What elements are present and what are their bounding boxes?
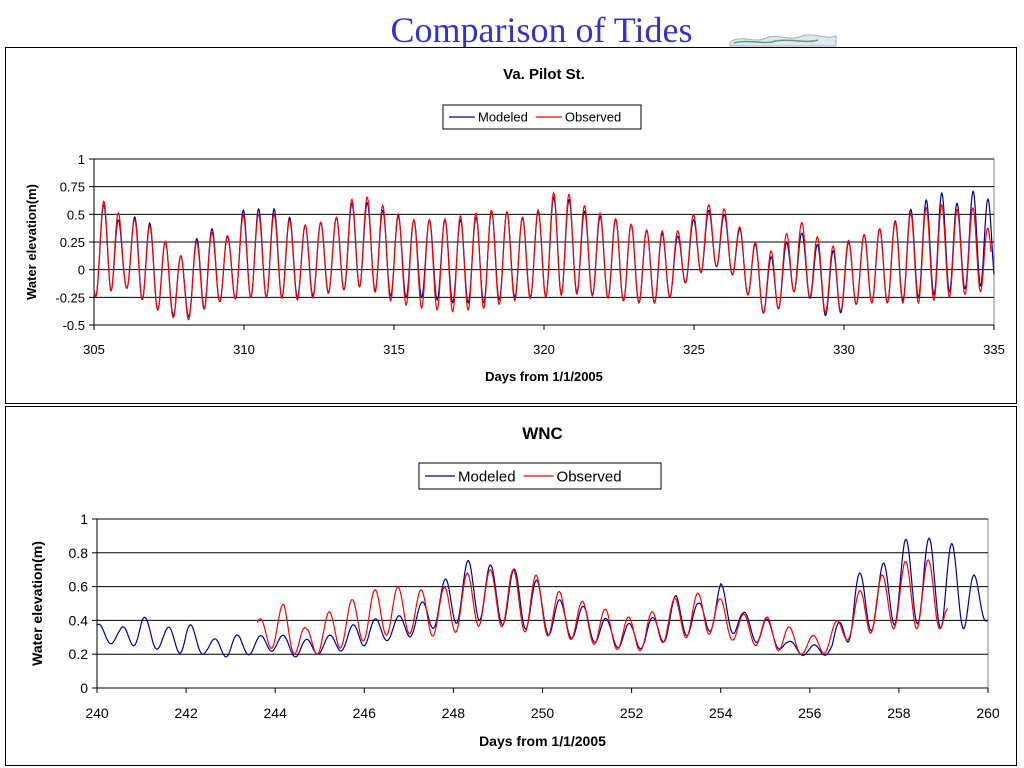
legend-label-observed: Observed <box>557 468 622 485</box>
x-tick-label: 240 <box>85 705 109 721</box>
x-tick-label: 320 <box>533 342 555 357</box>
y-tick-label: 1 <box>78 152 85 167</box>
slide-title: Comparison of Tides <box>390 10 693 50</box>
x-tick-label: 310 <box>233 342 255 357</box>
y-tick-label: -0.25 <box>55 290 85 305</box>
y-tick-label: 0.4 <box>69 612 89 628</box>
x-tick-label: 325 <box>683 342 705 357</box>
y-tick-label: 0 <box>80 680 88 696</box>
chart-panel-va-pilot-st: Va. Pilot St. -0.5 -0.25 0 0.25 0.5 0.75 1 305 31… <box>5 47 1017 404</box>
y-tick-label: 0.25 <box>60 235 85 250</box>
chart-title: Va. Pilot St. <box>503 66 585 83</box>
x-axis-label: Days from 1/1/2005 <box>485 369 603 384</box>
x-tick-label: 305 <box>83 342 105 357</box>
x-tick-label: 260 <box>976 705 1000 721</box>
y-tick-label: 0.5 <box>67 207 85 222</box>
wnc-chart: WNC 0 0.2 0.4 0.6 0.8 1 240 242 244 246 248 250 252 25… <box>29 424 1000 749</box>
y-tick-label: 0.2 <box>69 646 89 662</box>
y-tick-label: 1 <box>80 511 88 527</box>
legend-label-modeled: Modeled <box>458 468 516 485</box>
y-axis-label: Water elevation(m) <box>29 541 45 666</box>
x-tick-label: 254 <box>709 705 733 721</box>
x-tick-label: 242 <box>174 705 198 721</box>
x-tick-label: 258 <box>887 705 911 721</box>
chart-title: WNC <box>522 424 563 443</box>
x-tick-label: 330 <box>833 342 855 357</box>
series-line-observed <box>256 558 949 655</box>
series-line-observed <box>93 191 992 321</box>
y-tick-label: 0 <box>78 263 85 278</box>
va-pilot-st-chart: Va. Pilot St. -0.5 -0.25 0 0.25 0.5 0.75 1 305 31… <box>24 66 1005 384</box>
y-tick-label: -0.5 <box>63 318 85 333</box>
legend-label-observed: Observed <box>565 110 621 125</box>
y-tick-label: 0.6 <box>69 579 89 595</box>
y-tick-label: 0.8 <box>69 545 89 561</box>
x-tick-label: 250 <box>531 705 555 721</box>
x-tick-label: 248 <box>442 705 466 721</box>
y-axis-label: Water elevation(m) <box>24 184 39 300</box>
x-tick-label: 252 <box>620 705 644 721</box>
x-tick-label: 315 <box>383 342 405 357</box>
legend-label-modeled: Modeled <box>478 110 528 125</box>
x-tick-label: 256 <box>798 705 822 721</box>
y-tick-label: 0.75 <box>60 180 85 195</box>
x-tick-label: 244 <box>264 705 288 721</box>
x-axis-label: Days from 1/1/2005 <box>479 733 606 749</box>
chart-panel-wnc: WNC 0 0.2 0.4 0.6 0.8 1 240 242 244 246 248 250 252 25… <box>5 406 1017 766</box>
map-thumbnail-image <box>729 34 837 47</box>
x-tick-label: 335 <box>983 342 1005 357</box>
x-tick-label: 246 <box>353 705 377 721</box>
